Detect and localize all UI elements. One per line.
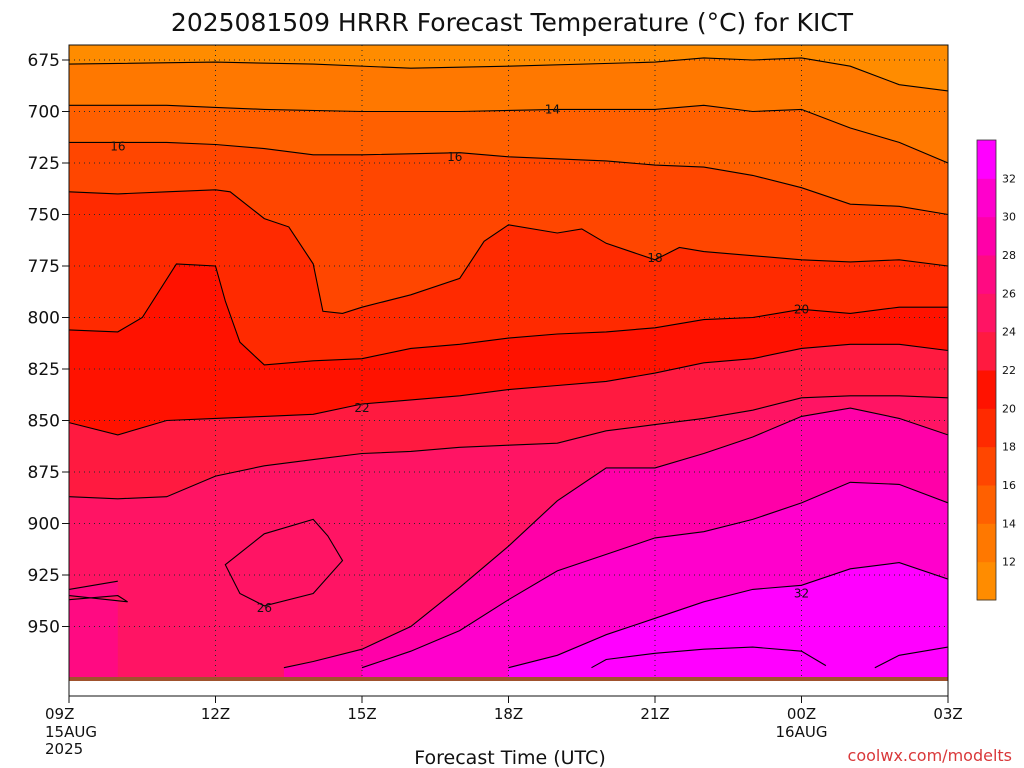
ground-surface bbox=[69, 677, 948, 681]
x-tick-label: 21Z bbox=[640, 705, 669, 723]
colorbar-tick-label: 24 bbox=[1002, 326, 1016, 339]
isotherm-26 bbox=[69, 595, 128, 603]
y-tick-label: 700 bbox=[28, 103, 60, 123]
isotherm-34 bbox=[874, 646, 948, 669]
x-tick-label: 09Z bbox=[45, 705, 74, 723]
isotherm-34 bbox=[591, 646, 827, 669]
y-tick-label: 675 bbox=[28, 51, 60, 71]
colorbar-swatch bbox=[977, 408, 996, 448]
colorbar-tick-label: 16 bbox=[1002, 479, 1016, 492]
contour-label: 18 bbox=[647, 251, 662, 265]
colorbar-swatch bbox=[977, 140, 996, 179]
x-tick-label: 03Z bbox=[933, 705, 962, 723]
contour-label: 16 bbox=[110, 140, 125, 154]
x-tick-label: 12Z bbox=[201, 705, 230, 723]
colorbar-tick-label: 22 bbox=[1002, 364, 1016, 377]
y-tick-label: 825 bbox=[28, 360, 60, 380]
colorbar-tick-label: 28 bbox=[1002, 249, 1016, 262]
colorbar-tick-label: 12 bbox=[1002, 556, 1016, 569]
y-tick-label: 800 bbox=[28, 309, 60, 329]
colorbar-swatch bbox=[977, 255, 996, 294]
contour-label: 26 bbox=[257, 601, 272, 615]
isotherm-16 bbox=[69, 141, 948, 216]
grid-layer bbox=[69, 45, 948, 681]
isotherm-12 bbox=[69, 57, 948, 92]
credit-text: coolwx.com/modelts bbox=[848, 746, 1012, 765]
contour-label-layer: 14 16 16 18 20 22 26 32 bbox=[110, 102, 809, 615]
contour-label: 16 bbox=[447, 150, 462, 164]
colorbar-swatch bbox=[977, 446, 996, 486]
temperature-fill-layer bbox=[69, 45, 948, 681]
contour-label: 32 bbox=[794, 587, 809, 601]
colorbar-swatch bbox=[977, 216, 996, 256]
temp-band-fill bbox=[874, 647, 948, 678]
isotherm-layer bbox=[69, 57, 948, 669]
colorbar-tick-label: 14 bbox=[1002, 517, 1016, 530]
y-tick-label: 775 bbox=[28, 257, 60, 277]
contour-label: 14 bbox=[545, 102, 560, 116]
y-tick-label: 875 bbox=[28, 463, 60, 483]
colorbar-swatch bbox=[977, 331, 996, 371]
x-axis-label: Forecast Time (UTC) bbox=[414, 747, 605, 768]
x-tick-label: 00Z bbox=[787, 705, 816, 723]
chart-title: 2025081509 HRRR Forecast Temperature (°C… bbox=[171, 8, 854, 37]
colorbar-swatch bbox=[977, 561, 996, 601]
y-tick-label: 925 bbox=[28, 566, 60, 586]
colorbar-tick-label: 30 bbox=[1002, 211, 1016, 224]
y-axis-pressure: 675 700 725 750 775 800 825 850 875 900 925 950 bbox=[28, 51, 69, 638]
colorbar-tick-label: 18 bbox=[1002, 441, 1016, 454]
temp-band-fill bbox=[508, 562, 948, 678]
y-tick-label: 850 bbox=[28, 412, 60, 432]
x-tick-label: 15Z bbox=[347, 705, 376, 723]
y-tick-label: 725 bbox=[28, 154, 60, 174]
x-tick-label: 18Z bbox=[494, 705, 523, 723]
isotherm-24 bbox=[69, 395, 948, 500]
y-tick-label: 950 bbox=[28, 618, 60, 638]
colorbar-swatch bbox=[977, 178, 996, 218]
colorbar-swatch bbox=[977, 370, 996, 409]
isotherm-14 bbox=[69, 104, 948, 164]
y-tick-label: 750 bbox=[28, 206, 60, 226]
isotherm-20 bbox=[69, 263, 948, 366]
temp-band-fill bbox=[591, 647, 826, 678]
isotherm-22 bbox=[69, 343, 948, 436]
temp-band-fill bbox=[69, 581, 118, 678]
isotherm-18 bbox=[69, 189, 948, 314]
x-tick-sublabel: 16AUG bbox=[776, 723, 828, 741]
colorbar-tick-label: 26 bbox=[1002, 287, 1016, 300]
x-tick-sublabel: 15AUG bbox=[45, 723, 97, 741]
isotherm-26.5 bbox=[69, 580, 118, 590]
colorbar-swatch bbox=[977, 293, 996, 333]
colorbar-tick-label: 32 bbox=[1002, 172, 1016, 185]
contour-label: 22 bbox=[354, 401, 369, 415]
isotherm-30 bbox=[361, 481, 948, 669]
temp-pocket-fill bbox=[225, 519, 343, 606]
colorbar-frame bbox=[976, 139, 997, 601]
contour-label: 20 bbox=[794, 302, 809, 316]
y-tick-label: 900 bbox=[28, 515, 60, 535]
colorbar-swatch bbox=[977, 523, 996, 563]
colorbar-tick-label: 20 bbox=[1002, 402, 1016, 415]
colorbar-swatch bbox=[977, 485, 996, 524]
plot-area: 14 16 16 18 20 22 26 32 bbox=[69, 45, 948, 681]
isotherm-26 bbox=[224, 518, 344, 607]
x-tick-sublabel: 2025 bbox=[45, 740, 83, 758]
isotherm-32 bbox=[508, 562, 948, 669]
isotherm-28 bbox=[283, 407, 948, 669]
colorbar: 12 14 16 18 20 22 24 26 28 30 32 bbox=[976, 139, 1016, 601]
